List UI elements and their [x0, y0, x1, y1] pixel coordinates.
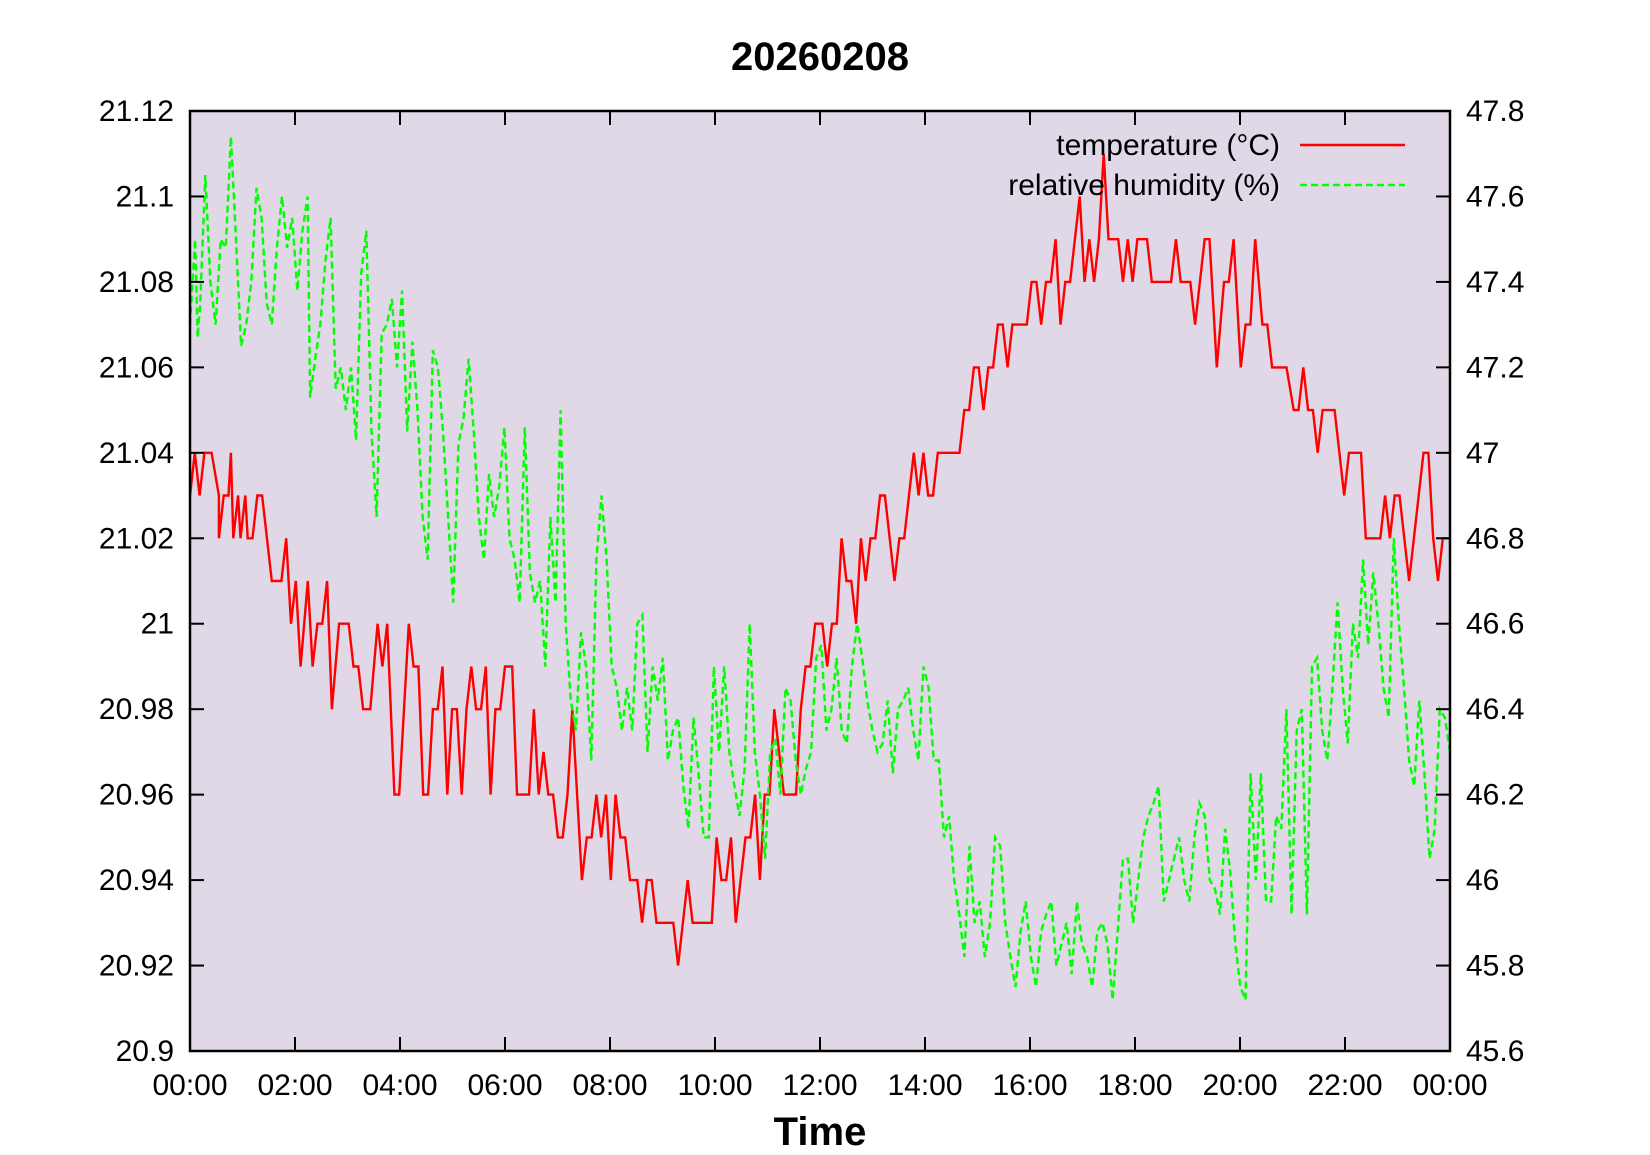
chart-title: 20260208 — [731, 35, 909, 79]
y-tick-label: 21.12 — [99, 95, 174, 128]
x-tick-label: 16:00 — [992, 1069, 1067, 1102]
x-axis-label: Time — [774, 1110, 867, 1154]
y-tick-label: 20.94 — [99, 864, 174, 897]
y-tick-label: 20.92 — [99, 950, 174, 983]
series-line-humidity — [188, 136, 1452, 1001]
x-tick-label: 02:00 — [257, 1069, 332, 1102]
plot-background — [190, 111, 1450, 1051]
y-tick-label: 21.04 — [99, 437, 174, 470]
legend-label: relative humidity (%) — [1008, 169, 1280, 202]
x-tick-label: 04:00 — [362, 1069, 437, 1102]
axes-layer: 20.9 20.92 20.94 20.96 20.98 21 21.02 21.04 21.0… — [99, 95, 1524, 1102]
y-tick-label: 20.96 — [99, 779, 174, 812]
y-tick-label: 21.06 — [99, 351, 174, 384]
y-tick-label: 21.02 — [99, 522, 174, 555]
y2-tick-label: 46.4 — [1466, 693, 1524, 726]
y2-tick-label: 47.2 — [1466, 351, 1524, 384]
y-tick-label: 20.98 — [99, 693, 174, 726]
y2-tick-label: 46 — [1466, 864, 1499, 897]
x-tick-label: 22:00 — [1307, 1069, 1382, 1102]
y2-tick-label: 46.8 — [1466, 522, 1524, 555]
y-tick-label: 21.1 — [116, 180, 174, 213]
y2-tick-label: 45.8 — [1466, 950, 1524, 983]
x-tick-label: 00:00 — [1412, 1069, 1487, 1102]
y-tick-label: 20.9 — [116, 1035, 174, 1068]
y2-tick-label: 47 — [1466, 437, 1499, 470]
legend-label: temperature (°C) — [1056, 129, 1280, 162]
y2-tick-label: 46.2 — [1466, 779, 1524, 812]
x-tick-label: 10:00 — [677, 1069, 752, 1102]
x-tick-label: 08:00 — [572, 1069, 647, 1102]
y2-tick-label: 47.8 — [1466, 95, 1524, 128]
legend: temperature (°C) relative humidity (%) — [1008, 129, 1405, 202]
y-tick-label: 21 — [141, 608, 174, 641]
series-line-temperature — [188, 153, 1450, 966]
y2-tick-label: 47.6 — [1466, 180, 1524, 213]
x-tick-label: 14:00 — [887, 1069, 962, 1102]
y2-tick-label: 47.4 — [1466, 266, 1524, 299]
series-layer — [188, 136, 1452, 1001]
x-tick-label: 06:00 — [467, 1069, 542, 1102]
y-tick-label: 21.08 — [99, 266, 174, 299]
x-tick-label: 20:00 — [1202, 1069, 1277, 1102]
x-tick-label: 00:00 — [152, 1069, 227, 1102]
x-tick-label: 12:00 — [782, 1069, 857, 1102]
y2-tick-label: 45.6 — [1466, 1035, 1524, 1068]
y2-tick-label: 46.6 — [1466, 608, 1524, 641]
x-tick-label: 18:00 — [1097, 1069, 1172, 1102]
